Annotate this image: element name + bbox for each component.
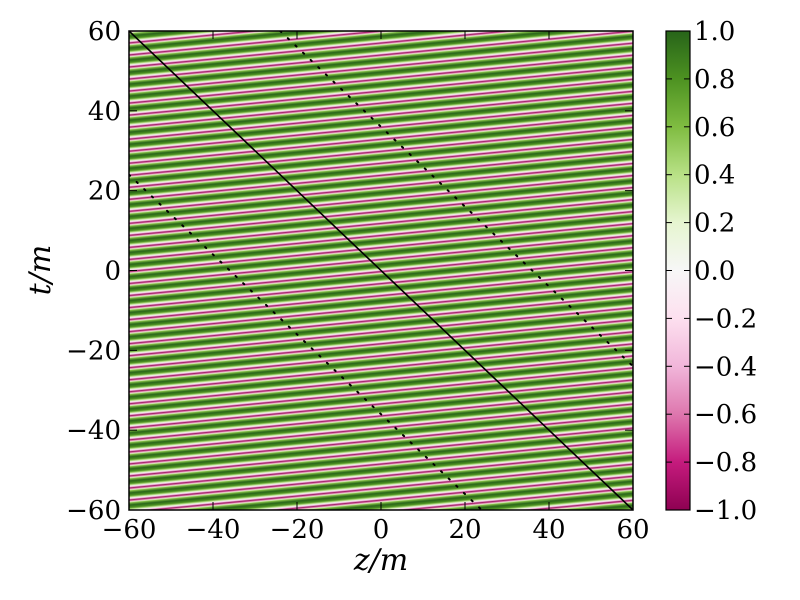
x-tick-label: −60 xyxy=(102,515,157,545)
x-axis-ticks: −60 −40 −20 0 20 40 60 xyxy=(102,31,650,545)
y-tick-label: 0 xyxy=(104,257,121,287)
dotted-line-1 xyxy=(279,31,633,368)
x-axis-label: z/m xyxy=(353,543,408,578)
x-tick-label: −20 xyxy=(270,515,325,545)
dotted-line-2 xyxy=(129,173,483,510)
y-tick-label: −20 xyxy=(66,336,121,366)
y-axis-ticks: −60 −40 −20 0 20 40 60 xyxy=(66,17,633,526)
y-tick-label: 60 xyxy=(88,17,121,47)
y-tick-label: 40 xyxy=(88,97,121,127)
x-tick-label: 60 xyxy=(616,515,649,545)
colorbar-tick-label: −0.6 xyxy=(694,400,757,430)
overlay-lines xyxy=(129,31,633,510)
y-tick-label: −60 xyxy=(66,496,121,526)
colorbar-tick-label: −1.0 xyxy=(694,496,757,526)
colorbar-tick-label: 0.4 xyxy=(694,161,735,191)
colorbar-tick-label: 0.2 xyxy=(694,209,735,239)
x-tick-label: −40 xyxy=(186,515,241,545)
x-tick-label: 0 xyxy=(373,515,390,545)
colorbar-tick-label: 0.8 xyxy=(694,65,735,95)
colorbar-tick-label: −0.4 xyxy=(694,352,757,382)
colorbar-ticks: 1.0 0.8 0.6 0.4 0.2 0.0 −0.2 −0.4 −0.6 −0.8 −1.0 xyxy=(666,17,757,526)
colorbar-tick-label: 1.0 xyxy=(694,17,735,47)
colorbar-tick-label: 0.6 xyxy=(694,113,735,143)
solid-diagonal-line xyxy=(129,31,633,510)
y-axis-label: t/m xyxy=(23,245,58,296)
colorbar-tick-label: −0.2 xyxy=(694,304,757,334)
y-tick-label: −40 xyxy=(66,416,121,446)
colorbar-tick-label: 0.0 xyxy=(694,257,735,287)
y-tick-label: 20 xyxy=(88,177,121,207)
x-tick-label: 20 xyxy=(448,515,481,545)
x-tick-label: 40 xyxy=(532,515,565,545)
colorbar-tick-label: −0.8 xyxy=(694,448,757,478)
